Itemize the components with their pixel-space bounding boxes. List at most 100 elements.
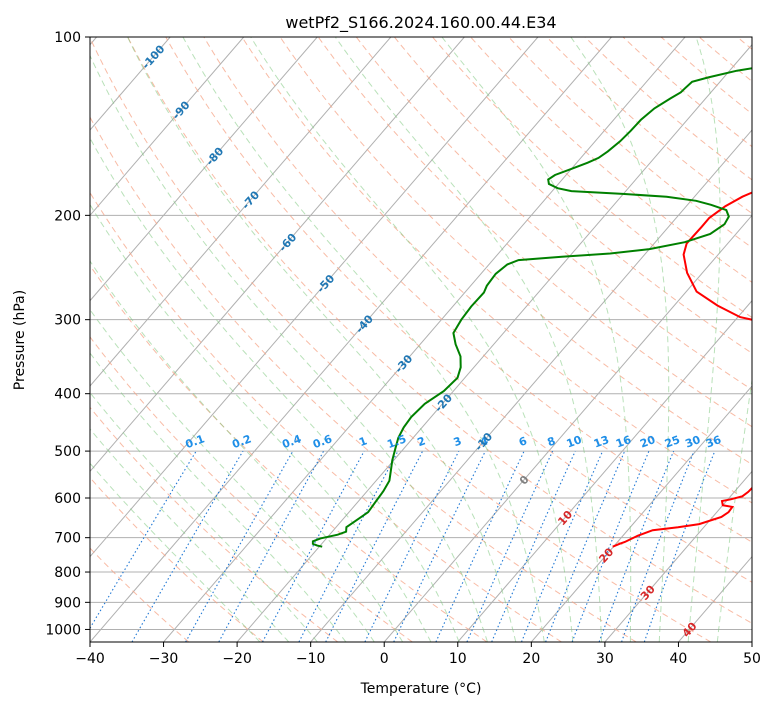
y-axis: 100 200 300 400 500 600 700 800 900 1000 [45,30,90,638]
moist-adiabat [90,137,460,642]
mixing-ratio-label: 16 [614,433,633,451]
isotherm-line [530,385,752,642]
moist-adiabat [90,462,261,642]
mixing-ratio-line [520,450,604,642]
isotherm-line [383,214,752,642]
dry-adiabat [90,476,264,642]
moist-adiabat [127,37,517,642]
isotherm-grid [90,37,752,642]
dry-adiabat [470,37,752,283]
mixing-ratio-label: 6 [517,434,529,449]
moist-adiabat [90,308,375,642]
moist-adiabat [687,37,721,642]
mixing-ratio-label: 36 [704,433,723,451]
moist-adiabats [90,37,752,642]
x-tick-label: 20 [522,651,540,667]
isotherm-line [163,37,686,642]
mixing-ratio-label: 0.2 [230,432,253,451]
x-tick-label: 0 [380,651,389,667]
dry-adiabats [90,37,752,642]
y-tick-label: 600 [54,491,81,507]
mixing-ratio-line [218,450,325,642]
dry-adiabat [165,37,752,583]
mixing-ratio-line [643,450,716,642]
mixing-ratio-line [571,450,650,642]
x-axis-title: Temperature (°C) [360,681,482,697]
mixing-ratio-label: 0.6 [311,432,334,451]
dry-adiabat [546,37,752,215]
mixing-ratio-label: 0.1 [184,432,207,451]
mixing-ratio-label: 3 [452,434,464,449]
y-tick-label: 300 [54,313,81,329]
isotherm-line [90,37,245,217]
dry-adiabat [508,37,752,249]
plot-area: 0.1 0.2 0.4 0.6 1 1.5 2 3 4 6 8 10 13 16 20 25 30 36-100-… [90,37,752,642]
dry-adiabat [279,37,752,465]
dry-adiabat [241,37,752,504]
dry-adiabat [90,336,413,642]
dry-adiabat [355,37,752,391]
mixing-ratio-label: 20 [638,433,657,451]
mixing-ratio-label: 1.5 [385,432,408,451]
moist-adiabat [90,428,290,642]
x-tick-label: 10 [449,651,467,667]
moist-adiabat [716,377,752,642]
moist-adiabat [182,37,545,642]
isotherm-line [90,37,612,642]
mixing-ratio-line [325,450,424,642]
mixing-ratio-label: 10 [565,433,584,451]
mixing-ratio-line [598,450,675,642]
sounding-series [311,67,752,548]
mixing-ratio-label: 30 [683,433,702,451]
x-tick-label: −20 [222,651,252,667]
dry-adiabat [90,191,562,642]
dry-adiabat [317,37,752,428]
y-tick-label: 200 [54,208,81,224]
mixing-ratio-line [621,450,695,642]
moist-adiabat [441,37,632,642]
moist-adiabat [90,352,347,642]
isotherm-line [90,37,539,558]
dry-adiabat [90,116,637,642]
isotherm-line [604,470,752,642]
mixing-ratio-label: 0.4 [280,432,303,451]
mixing-ratio-line [262,450,365,642]
y-tick-label: 1000 [45,622,81,638]
isotherm-line [90,37,392,387]
y-tick-label: 800 [54,565,81,581]
moist-adiabat [90,391,318,642]
y-tick-label: 400 [54,387,81,403]
plot-frame [89,36,753,643]
y-tick-label: 100 [54,30,81,46]
isotherm-line [236,43,752,642]
x-tick-label: −40 [75,651,105,667]
isotherm-line [90,37,318,302]
isotherm-line [90,37,465,473]
y-tick-label: 700 [54,531,81,547]
isotherm-line [457,299,752,642]
mixing-ratio-line [185,450,294,642]
moist-adiabat [334,37,603,642]
moist-adiabat [250,37,574,642]
mixing-ratio-line [364,450,460,642]
chart-title: wetPf2_S166.2024.160.00.44.E34 [285,13,556,33]
moist-adiabat [90,203,432,642]
mixing-ratio-line [545,450,626,642]
mixing-ratio-line [466,450,554,642]
dry-adiabat [394,37,752,354]
mixing-ratio-label: 8 [546,434,558,449]
moist-adiabat [90,54,488,642]
mixing-ratio-line [491,450,576,642]
x-axis: −40 −30 −20 −10 0 10 20 30 40 50 [75,642,761,667]
isobar-grid [90,37,752,630]
x-tick-label: −10 [296,651,326,667]
mixing-ratio-lines [90,450,716,642]
y-tick-label: 500 [54,444,81,460]
x-tick-label: 30 [596,651,614,667]
mixing-ratio-label: 2 [416,434,428,449]
x-tick-label: 40 [670,651,688,667]
mixing-ratio-label: 1 [357,434,369,449]
dewpoint-profile [311,67,752,548]
